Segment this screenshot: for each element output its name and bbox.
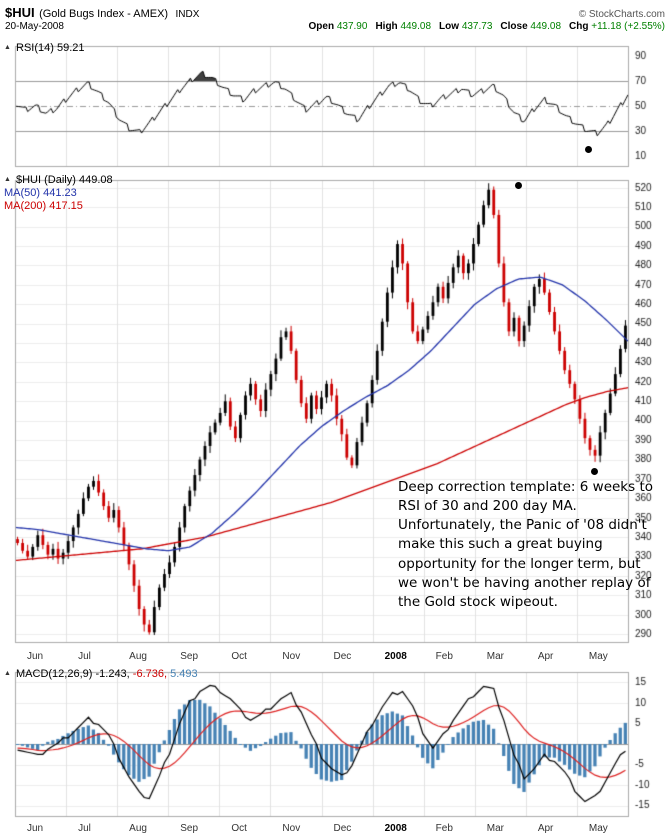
month-label: Mar xyxy=(486,823,504,834)
month-label: 2008 xyxy=(384,823,407,834)
ticker-symbol: $HUI xyxy=(5,5,35,20)
chart-header: $HUI (Gold Bugs Index - AMEX) INDX © Sto… xyxy=(0,0,670,40)
quote-high: High 449.08 xyxy=(375,21,431,32)
price-legend-row: ▲ $HUI (Daily) 449.08 xyxy=(4,173,113,187)
header-row-quote: 20-May-2008 Open 437.90 High 449.08 Low 43… xyxy=(0,21,670,38)
month-label: May xyxy=(588,651,608,662)
quote-low-label: Low xyxy=(439,21,462,32)
month-label: Dec xyxy=(333,823,352,834)
ticker-name: (Gold Bugs Index - AMEX) xyxy=(39,8,169,20)
panel-marker-icon: ▲ xyxy=(4,176,11,183)
quote-open-label: Open xyxy=(308,21,337,32)
ma200-legend: MA(200) 417.15 xyxy=(4,200,83,212)
rsi-label: RSI(14) xyxy=(16,42,54,54)
price-plot-canvas xyxy=(0,172,670,650)
quote-open: Open 437.90 xyxy=(309,21,368,32)
month-label: Oct xyxy=(231,651,247,662)
month-label: Nov xyxy=(282,823,301,834)
quote-chg-value: +11.18 (+2.55%) xyxy=(591,21,665,32)
month-label: 2008 xyxy=(384,651,407,662)
quote-high-value: 449.08 xyxy=(400,21,432,32)
macd-histogram-value: 5.493 xyxy=(170,668,198,680)
ticker-title: $HUI (Gold Bugs Index - AMEX) INDX xyxy=(5,4,199,22)
copyright: © StockCharts.com xyxy=(578,9,665,20)
quote-open-value: 437.90 xyxy=(336,21,368,32)
price-panel: ▲ $HUI (Daily) 449.08 MA(50) 441.23 MA(2… xyxy=(0,172,670,650)
panel-marker-icon: ▲ xyxy=(4,44,11,51)
macd-line-value: -1.243, xyxy=(95,668,130,680)
quote-close-value: 449.08 xyxy=(530,21,562,32)
month-label: Nov xyxy=(282,651,301,662)
annotation-dot xyxy=(515,182,523,190)
quote-row: Open 437.90 High 449.08 Low 437.73 Close 44… xyxy=(301,21,666,32)
month-label: Jul xyxy=(78,823,91,834)
macd-label: MACD(12,26,9) xyxy=(16,668,93,680)
annotation-dot xyxy=(591,467,599,475)
macd-panel: ▲ MACD(12,26,9) -1.243, -6.736, 5.493 xyxy=(0,666,670,822)
month-label: Aug xyxy=(129,651,147,662)
price-legend: ▲ $HUI (Daily) 449.08 MA(50) 441.23 MA(2… xyxy=(4,173,113,213)
quote-chg-label: Chg xyxy=(569,21,592,32)
annotation-dot xyxy=(584,146,592,154)
ticker-type: INDX xyxy=(175,9,200,20)
x-axis-months-top: Jun Jul Aug Sep Oct Nov Dec 2008 Feb Mar Apr May xyxy=(0,650,670,666)
rsi-legend: ▲ RSI(14) 59.21 xyxy=(4,41,85,55)
macd-signal-value: -6.736, xyxy=(132,668,168,680)
month-label: Oct xyxy=(231,823,247,834)
panel-marker-icon: ▲ xyxy=(4,670,11,677)
annotation-text: Deep correction template: 6 weeks to RSI… xyxy=(398,479,654,610)
quote-chg: Chg +11.18 (+2.55%) xyxy=(569,21,665,32)
month-label: Feb xyxy=(435,651,453,662)
month-label: Feb xyxy=(435,823,453,834)
month-label: Jun xyxy=(27,823,44,834)
month-label: Jun xyxy=(27,651,44,662)
month-label: Aug xyxy=(129,823,147,834)
macd-plot-canvas xyxy=(0,666,670,822)
price-label: $HUI (Daily) xyxy=(16,174,76,186)
macd-legend: ▲ MACD(12,26,9) -1.243, -6.736, 5.493 xyxy=(4,667,198,681)
month-label: Dec xyxy=(333,651,352,662)
x-axis-months-bottom: Jun Jul Aug Sep Oct Nov Dec 2008 Feb Mar Apr May xyxy=(0,822,670,838)
month-label: Mar xyxy=(486,651,504,662)
month-label: Sep xyxy=(180,651,199,662)
quote-low-value: 437.73 xyxy=(461,21,493,32)
header-row-title: $HUI (Gold Bugs Index - AMEX) INDX © Sto… xyxy=(0,4,670,21)
quote-low: Low 437.73 xyxy=(439,21,492,32)
price-last-value: 449.08 xyxy=(78,174,113,186)
rsi-plot-canvas xyxy=(0,40,670,172)
ma50-legend: MA(50) 441.23 xyxy=(4,187,77,199)
rsi-value: 59.21 xyxy=(56,42,85,54)
quote-close-label: Close xyxy=(500,21,531,32)
rsi-panel: ▲ RSI(14) 59.21 xyxy=(0,40,670,172)
month-label: Apr xyxy=(537,823,554,834)
month-label: May xyxy=(588,823,608,834)
month-label: Apr xyxy=(537,651,554,662)
quote-close: Close 449.08 xyxy=(500,21,561,32)
quote-high-label: High xyxy=(375,21,401,32)
chart-date: 20-May-2008 xyxy=(5,21,64,32)
month-label: Jul xyxy=(78,651,91,662)
month-label: Sep xyxy=(180,823,199,834)
